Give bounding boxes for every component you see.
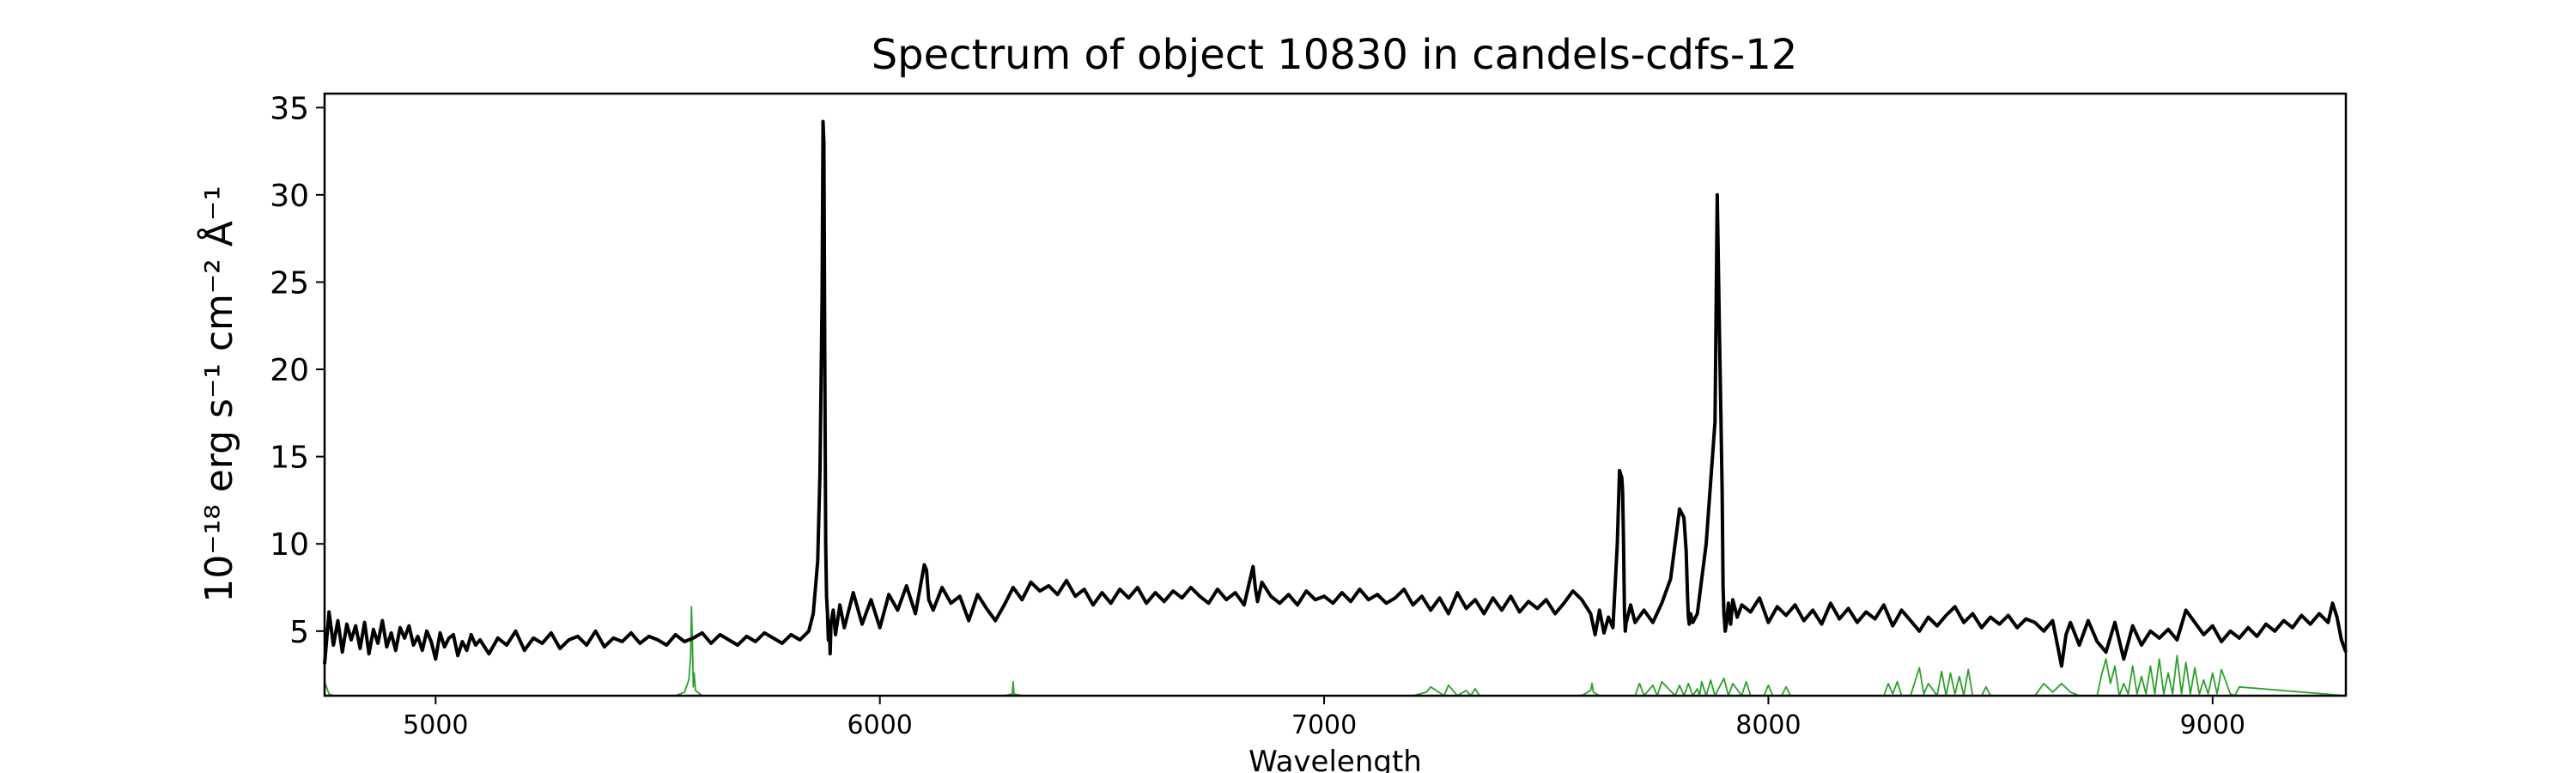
y-tick-label: 5 <box>289 615 309 650</box>
y-tick-label: 25 <box>270 265 309 301</box>
sky-spectrum-layer <box>324 606 2347 697</box>
y-tick-label: 10 <box>270 527 309 563</box>
y-axis-label: 10⁻¹⁸ erg s⁻¹ cm⁻² Å⁻¹ <box>196 186 241 602</box>
x-tick-label: 6000 <box>848 710 913 740</box>
y-tick-label: 20 <box>270 353 309 388</box>
sky-spectrum-line <box>324 606 2347 697</box>
flux-spectrum-line <box>323 119 2348 668</box>
y-tick-label: 35 <box>270 91 309 126</box>
flux-spectrum-layer <box>323 119 2348 668</box>
x-axis-ticks: 5000 6000 7000 8000 9000 <box>403 696 2245 740</box>
chart-title: Spectrum of object 10830 in candels-cdfs… <box>872 31 1798 79</box>
x-tick-label: 8000 <box>1735 710 1801 740</box>
x-tick-label: 7000 <box>1291 710 1357 740</box>
x-axis-label: Wavelength <box>1249 745 1422 773</box>
x-tick-label: 9000 <box>2180 710 2245 740</box>
y-tick-label: 15 <box>270 441 309 476</box>
y-axis-ticks: 5 10 15 20 25 30 35 <box>270 91 325 650</box>
plot-frame <box>323 92 2348 697</box>
y-tick-label: 30 <box>270 179 309 214</box>
x-tick-label: 5000 <box>403 710 468 740</box>
